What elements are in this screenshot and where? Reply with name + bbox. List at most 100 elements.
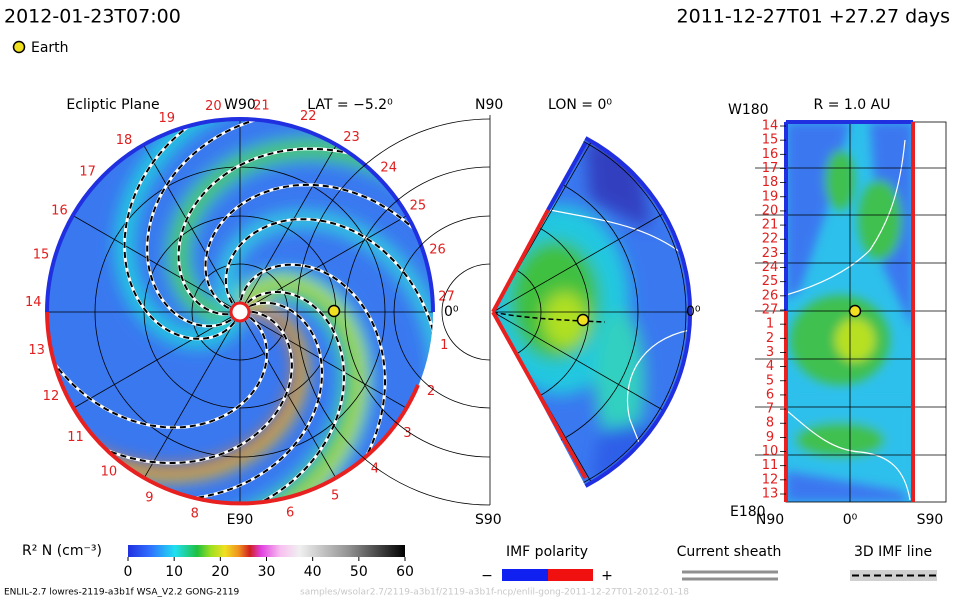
day-label: 5 bbox=[331, 488, 339, 503]
bottom-label: E90 bbox=[227, 512, 254, 528]
day-label: 16 bbox=[51, 203, 68, 218]
radial-panel: W180 R = 1.0 AU E180 1415161718192021222… bbox=[728, 97, 947, 528]
colorbar-tick-label: 60 bbox=[396, 564, 414, 580]
day-label: 11 bbox=[762, 458, 779, 473]
day-label: 20 bbox=[762, 203, 779, 218]
earth bbox=[848, 304, 862, 318]
imf-band bbox=[850, 570, 937, 581]
day-label: 24 bbox=[380, 160, 397, 175]
day-label: 18 bbox=[762, 175, 779, 190]
day-label: 16 bbox=[762, 147, 779, 162]
day-label: 26 bbox=[762, 288, 779, 303]
colorbar bbox=[128, 545, 405, 557]
boundary-positive bbox=[584, 136, 693, 488]
r-label: R = 1.0 AU bbox=[814, 97, 891, 113]
grid-radial bbox=[493, 201, 684, 313]
day-label: 24 bbox=[762, 260, 779, 275]
boundary-negative bbox=[45, 311, 420, 506]
day-label: 17 bbox=[762, 161, 779, 176]
polarity-minus: − bbox=[481, 568, 493, 584]
boundary-positive bbox=[45, 117, 435, 313]
field-line bbox=[146, 119, 270, 328]
day-label: 27 bbox=[438, 290, 455, 305]
density-band bbox=[180, 276, 367, 505]
ecliptic-field bbox=[47, 119, 433, 505]
day-label: 2 bbox=[427, 384, 435, 399]
grid-arc-outer bbox=[296, 118, 491, 506]
lon-label: LON = 0⁰ bbox=[548, 97, 612, 113]
bottom-label: S90 bbox=[475, 512, 502, 528]
field-line bbox=[47, 317, 268, 429]
day-label: 22 bbox=[762, 232, 779, 247]
top-label: W180 bbox=[728, 102, 769, 118]
day-label: 20 bbox=[205, 99, 222, 114]
colorbar-tick-label: 50 bbox=[350, 564, 368, 580]
footer-path: samples/wsolar2.7/2119-a3b1f/2119-a3b1f-… bbox=[300, 588, 689, 598]
day-label: 25 bbox=[762, 274, 779, 289]
grid-arc-outer bbox=[393, 215, 491, 409]
colorbar-tick-label: 10 bbox=[165, 564, 183, 580]
colorbar-tick-label: 30 bbox=[258, 564, 276, 580]
earth-icon bbox=[12, 40, 26, 54]
polarity-positive bbox=[548, 569, 593, 581]
field-line bbox=[244, 290, 346, 505]
day-label: 21 bbox=[253, 99, 270, 114]
grid-arc-outer bbox=[441, 263, 491, 361]
field-line bbox=[177, 147, 364, 316]
polarity-plus: + bbox=[601, 568, 613, 584]
start-time: 2011-12-27T01 +27.27 days bbox=[677, 6, 950, 28]
day-label: 7 bbox=[766, 402, 774, 417]
colorbar-label: R² N (cm⁻³) bbox=[22, 543, 102, 559]
boundary-positive bbox=[784, 120, 913, 311]
grid-arc-outer bbox=[344, 166, 491, 458]
day-label: 18 bbox=[116, 133, 133, 148]
day-label: 2 bbox=[766, 331, 774, 346]
radial-field bbox=[786, 122, 913, 502]
field-line bbox=[123, 119, 235, 340]
boundary-negative bbox=[491, 209, 588, 479]
day-label: 6 bbox=[286, 505, 294, 520]
right-label: 0⁰ bbox=[444, 304, 459, 320]
x-label: N90 bbox=[756, 512, 784, 528]
day-label: 3 bbox=[403, 426, 411, 441]
colorbar-tick-label: 40 bbox=[304, 564, 322, 580]
imf-title: 3D IMF line bbox=[854, 544, 932, 560]
day-label: 12 bbox=[762, 472, 779, 487]
day-label: 9 bbox=[145, 491, 153, 506]
bottom-label: E180 bbox=[730, 504, 766, 520]
colorbar-tick-label: 0 bbox=[124, 564, 133, 580]
day-label: 4 bbox=[766, 359, 774, 374]
day-label: 26 bbox=[429, 243, 446, 258]
day-label: 15 bbox=[762, 133, 779, 148]
day-label: 8 bbox=[766, 416, 774, 431]
day-label: 4 bbox=[371, 461, 379, 476]
field-line bbox=[91, 310, 293, 464]
right-label: 0⁰ bbox=[686, 304, 701, 320]
field-line bbox=[177, 301, 324, 501]
day-label: 13 bbox=[762, 487, 779, 502]
sun bbox=[229, 301, 251, 323]
day-label: 15 bbox=[33, 248, 50, 263]
day-label: 8 bbox=[191, 506, 199, 521]
day-label: 14 bbox=[25, 295, 42, 310]
day-label: 11 bbox=[67, 430, 84, 445]
polarity-title: IMF polarity bbox=[506, 544, 588, 560]
day-label: 1 bbox=[766, 317, 774, 332]
earth bbox=[576, 313, 590, 327]
day-label: 3 bbox=[766, 345, 774, 360]
day-label: 17 bbox=[79, 164, 96, 179]
grid-radial bbox=[493, 311, 684, 423]
day-label: 12 bbox=[43, 389, 60, 404]
day-label: 10 bbox=[101, 465, 118, 480]
field-line bbox=[239, 263, 386, 472]
day-label: 21 bbox=[762, 218, 779, 233]
day-label: 23 bbox=[343, 130, 360, 145]
field-line bbox=[204, 183, 425, 309]
lat-label: LAT = −5.2⁰ bbox=[307, 97, 393, 113]
day-label: 9 bbox=[766, 430, 774, 445]
x-label: 0⁰ bbox=[843, 512, 858, 528]
field-line bbox=[224, 218, 433, 342]
legend-earth: Earth bbox=[31, 40, 69, 56]
x-label: S90 bbox=[917, 512, 944, 528]
